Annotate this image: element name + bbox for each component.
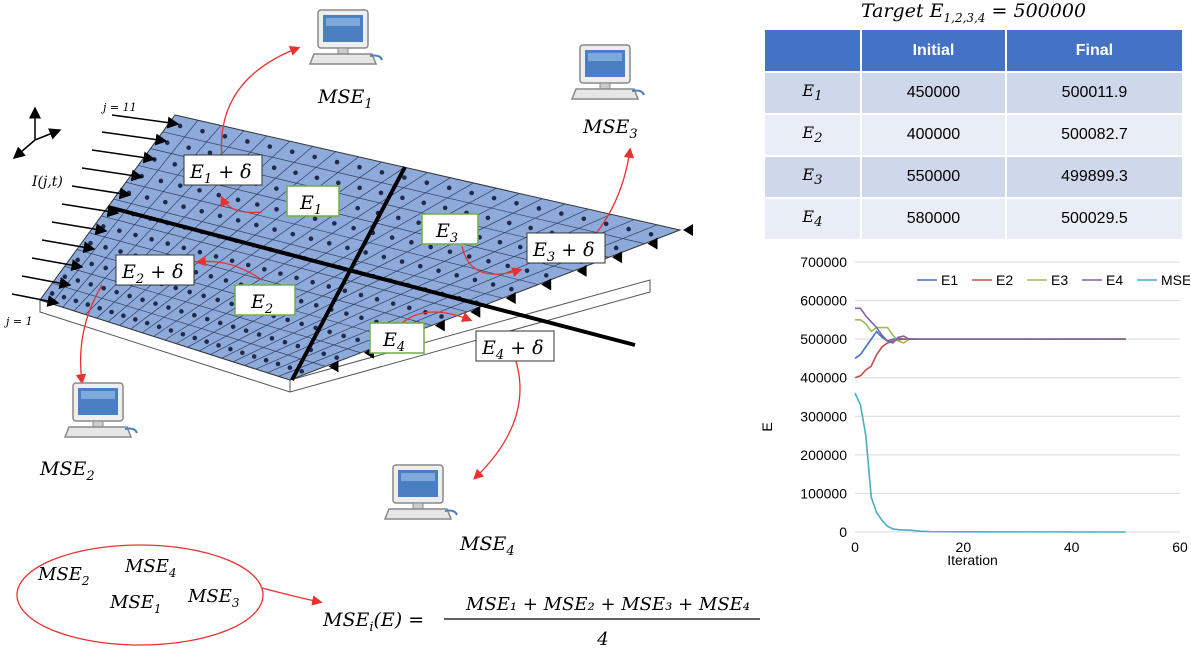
x-tick-label: 20 [956, 539, 972, 555]
ellipse-mse-3: MSE3 [187, 586, 240, 610]
load-arrows [11, 114, 180, 307]
results-table: Initial Final E1 450000 500011.9 E2 4000… [765, 30, 1182, 239]
y-axis-label: E [760, 422, 775, 431]
table-row: E1 450000 500011.9 [765, 71, 1182, 114]
svg-text:MSE3: MSE3 [582, 116, 638, 142]
table-row: E2 400000 500082.7 [765, 113, 1182, 156]
svg-text:E4 + δ: E4 + δ [481, 337, 544, 363]
ellipse-mse-4: MSE4 [124, 556, 177, 580]
j-top-label: j = 11 [100, 101, 137, 114]
label-e1-delta: E1 + δ [183, 154, 263, 187]
series-line-e4 [855, 307, 1126, 344]
row-label: E3 [765, 155, 862, 198]
final-value: 499899.3 [1005, 155, 1182, 198]
series-line-e2 [854, 337, 1126, 379]
legend-label-e2: E2 [996, 272, 1013, 288]
table-header-row: Initial Final [765, 30, 1182, 72]
structure-diagram: j = 11 j = 1 I(j,t) E1 + δ E1 E2 + δ E2 … [3, 9, 760, 650]
y-tick-label: 100000 [800, 485, 847, 501]
svg-text:MSE1: MSE1 [109, 592, 162, 616]
final-value: 500029.5 [1005, 197, 1182, 239]
y-tick-label: 500000 [800, 331, 847, 347]
label-e2: E2 [234, 284, 296, 317]
svg-text:4: 4 [596, 629, 608, 650]
series-line-e1 [854, 330, 1126, 360]
series-line-mse [854, 392, 1126, 533]
mse-collection-ellipse [16, 544, 264, 646]
partition-line-vertical [290, 166, 407, 381]
row-label: E2 [765, 113, 862, 156]
mse-formula: MSEi(E) = MSE₁ + MSE₂ + MSE₃ + MSE₄ 4 [322, 594, 760, 650]
legend-label-e4: E4 [1106, 272, 1123, 288]
svg-text:E1: E1 [299, 192, 322, 218]
initial-value: 580000 [861, 197, 1007, 239]
j-bottom-label: j = 1 [3, 315, 33, 328]
partition-line-horizontal [107, 205, 636, 347]
x-axis-label: Iteration [947, 552, 998, 568]
label-e2-delta: E2 + δ [115, 254, 195, 287]
svg-text:E3 + δ: E3 + δ [532, 239, 595, 265]
row-label: E4 [765, 197, 862, 239]
label-e4: E4 [369, 322, 425, 355]
initial-value: 550000 [861, 155, 1007, 198]
legend-label-e3: E3 [1051, 272, 1068, 288]
ellipse-mse-2: MSE2 [37, 564, 90, 588]
y-tick-label: 0 [839, 524, 847, 540]
svg-text:E3: E3 [435, 220, 458, 246]
svg-text:E1 + δ: E1 + δ [189, 161, 252, 187]
legend-label-e1: E1 [941, 272, 958, 288]
y-tick-label: 600000 [800, 293, 847, 309]
table-row: E4 580000 500029.5 [765, 197, 1182, 239]
table-header: Final [1005, 30, 1182, 72]
convergence-chart: 0 100000 200000 300000 400000 500000 600000 700… [760, 254, 1190, 568]
computer-icon-4: MSE4 [384, 464, 515, 559]
x-tick-label: 40 [1064, 539, 1080, 555]
load-label: I(j,t) [31, 174, 63, 190]
formula-arrow [261, 587, 323, 606]
x-tick-label: 60 [1172, 539, 1188, 555]
table-header [765, 30, 862, 72]
table-header: Initial [861, 30, 1007, 72]
svg-text:MSE1: MSE1 [317, 86, 373, 112]
y-tick-label: 700000 [800, 254, 847, 270]
final-value: 500011.9 [1005, 71, 1182, 114]
svg-text:E4: E4 [382, 329, 405, 355]
computer-icon-3: MSE3 [571, 44, 645, 142]
initial-value: 450000 [861, 71, 1007, 114]
svg-text:MSE4: MSE4 [459, 533, 515, 559]
svg-text:MSE2: MSE2 [39, 458, 95, 484]
axes-icon [12, 106, 62, 159]
svg-text:E2: E2 [250, 291, 273, 317]
computer-icon-2: MSE2 [39, 382, 138, 484]
final-value: 500082.7 [1005, 113, 1182, 156]
y-tick-label: 300000 [800, 408, 847, 424]
svg-text:MSE4: MSE4 [124, 556, 177, 580]
y-tick-label: 200000 [800, 447, 847, 463]
x-tick-label: 0 [851, 539, 859, 555]
table-row: E3 550000 499899.3 [765, 155, 1182, 198]
computer-icon-1: MSE1 [309, 9, 383, 112]
label-e3: E3 [421, 213, 479, 246]
row-label: E1 [765, 71, 862, 114]
svg-text:MSEi(E) =: MSEi(E) = [322, 609, 424, 635]
svg-text:MSE3: MSE3 [187, 586, 240, 610]
label-e3-delta: E3 + δ [526, 232, 606, 265]
label-e1: E1 [286, 185, 340, 218]
svg-text:MSE₁ + MSE₂ + MSE₃ + MSE₄: MSE₁ + MSE₂ + MSE₃ + MSE₄ [465, 594, 750, 615]
label-e4-delta: E4 + δ [475, 330, 555, 363]
ellipse-mse-1: MSE1 [109, 592, 162, 616]
svg-text:E2 + δ: E2 + δ [121, 261, 184, 287]
y-tick-label: 400000 [800, 370, 847, 386]
svg-text:MSE2: MSE2 [37, 564, 90, 588]
target-title: Target E1,2,3,4 = 500000 [860, 0, 1087, 25]
legend-label-mse: MSE [1161, 272, 1190, 288]
initial-value: 400000 [861, 113, 1007, 156]
